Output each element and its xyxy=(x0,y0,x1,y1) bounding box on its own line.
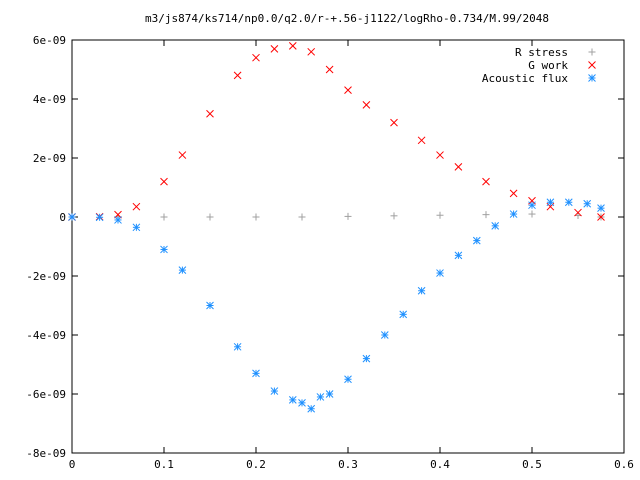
data-point xyxy=(417,286,426,295)
legend-label: R stress xyxy=(515,46,568,59)
data-point xyxy=(132,223,141,232)
series-layer xyxy=(68,42,605,413)
data-point xyxy=(436,211,444,219)
data-point xyxy=(546,198,555,207)
data-point xyxy=(583,199,592,208)
y-tick-label: 2e-09 xyxy=(33,152,66,165)
data-point xyxy=(325,390,334,398)
data-point xyxy=(114,216,122,224)
data-point xyxy=(252,369,260,378)
legend-marker xyxy=(588,61,596,69)
data-point xyxy=(316,393,325,401)
data-point xyxy=(206,301,214,310)
legend-marker xyxy=(588,74,596,82)
x-tick-label: 0.3 xyxy=(338,458,358,471)
data-point xyxy=(454,162,463,171)
data-point xyxy=(160,177,168,186)
y-tick-label: 6e-09 xyxy=(33,34,66,47)
data-point xyxy=(298,213,306,221)
data-point xyxy=(233,71,242,80)
y-axis: 6e-09 4e-09 2e-09 0 -2e-09 -4e-09 -6e-09 -8e-09 xyxy=(26,34,624,460)
x-tick-label: 0.5 xyxy=(522,458,542,471)
data-point xyxy=(68,213,76,221)
x-tick-label: 0.1 xyxy=(154,458,174,471)
data-point xyxy=(436,269,444,277)
data-point xyxy=(491,221,500,230)
data-point xyxy=(252,213,260,221)
data-point xyxy=(509,210,518,218)
data-point xyxy=(597,204,605,213)
y-tick-label: -4e-09 xyxy=(26,329,66,342)
data-point xyxy=(362,354,371,363)
legend-label: G work xyxy=(528,59,568,72)
chart-title: m3/js874/ks714/np0.0/q2.0/r-+.56-j1122/l… xyxy=(145,12,549,25)
data-point xyxy=(380,331,389,339)
y-tick-label: -6e-09 xyxy=(26,388,66,401)
data-point xyxy=(307,404,316,413)
data-point xyxy=(344,86,352,95)
x-axis: 0 0.1 0.2 0.3 0.4 0.5 0.6 xyxy=(69,40,634,471)
data-point xyxy=(528,201,536,210)
data-point xyxy=(160,245,168,254)
y-tick-label: -8e-09 xyxy=(26,447,66,460)
data-point xyxy=(206,109,214,118)
data-point xyxy=(160,213,168,221)
y-tick-label: -2e-09 xyxy=(26,270,66,283)
data-point xyxy=(597,213,605,221)
data-point xyxy=(178,266,187,274)
data-point xyxy=(482,211,490,219)
x-tick-label: 0 xyxy=(69,458,76,471)
data-point xyxy=(390,212,398,220)
data-point xyxy=(564,198,573,207)
data-point xyxy=(252,53,260,62)
x-tick-label: 0.4 xyxy=(430,458,450,471)
data-point xyxy=(325,65,334,74)
data-point xyxy=(436,151,444,159)
data-point xyxy=(132,202,141,211)
data-point xyxy=(344,375,352,384)
data-point xyxy=(288,396,297,404)
data-point xyxy=(417,136,426,145)
data-point xyxy=(574,208,582,217)
legend-label: Acoustic flux xyxy=(482,72,568,85)
data-point xyxy=(288,42,297,50)
data-point xyxy=(399,310,408,319)
series-acoustic-flux xyxy=(68,198,605,413)
data-point xyxy=(95,213,104,222)
data-point xyxy=(233,342,242,351)
data-point xyxy=(528,210,536,218)
data-point xyxy=(178,151,187,159)
x-tick-label: 0.2 xyxy=(246,458,266,471)
data-point xyxy=(298,398,306,407)
y-tick-label: 0 xyxy=(59,211,66,224)
data-point xyxy=(307,47,316,56)
data-point xyxy=(509,189,518,198)
data-point xyxy=(454,251,463,260)
data-point xyxy=(270,44,279,53)
legend-marker xyxy=(588,48,596,56)
data-point xyxy=(344,212,352,220)
x-tick-label: 0.6 xyxy=(614,458,634,471)
data-point xyxy=(206,213,214,221)
data-point xyxy=(270,387,279,395)
data-point xyxy=(482,177,490,186)
y-tick-label: 4e-09 xyxy=(33,93,66,106)
data-point xyxy=(472,236,481,245)
data-point xyxy=(362,101,371,109)
data-point xyxy=(390,118,398,127)
